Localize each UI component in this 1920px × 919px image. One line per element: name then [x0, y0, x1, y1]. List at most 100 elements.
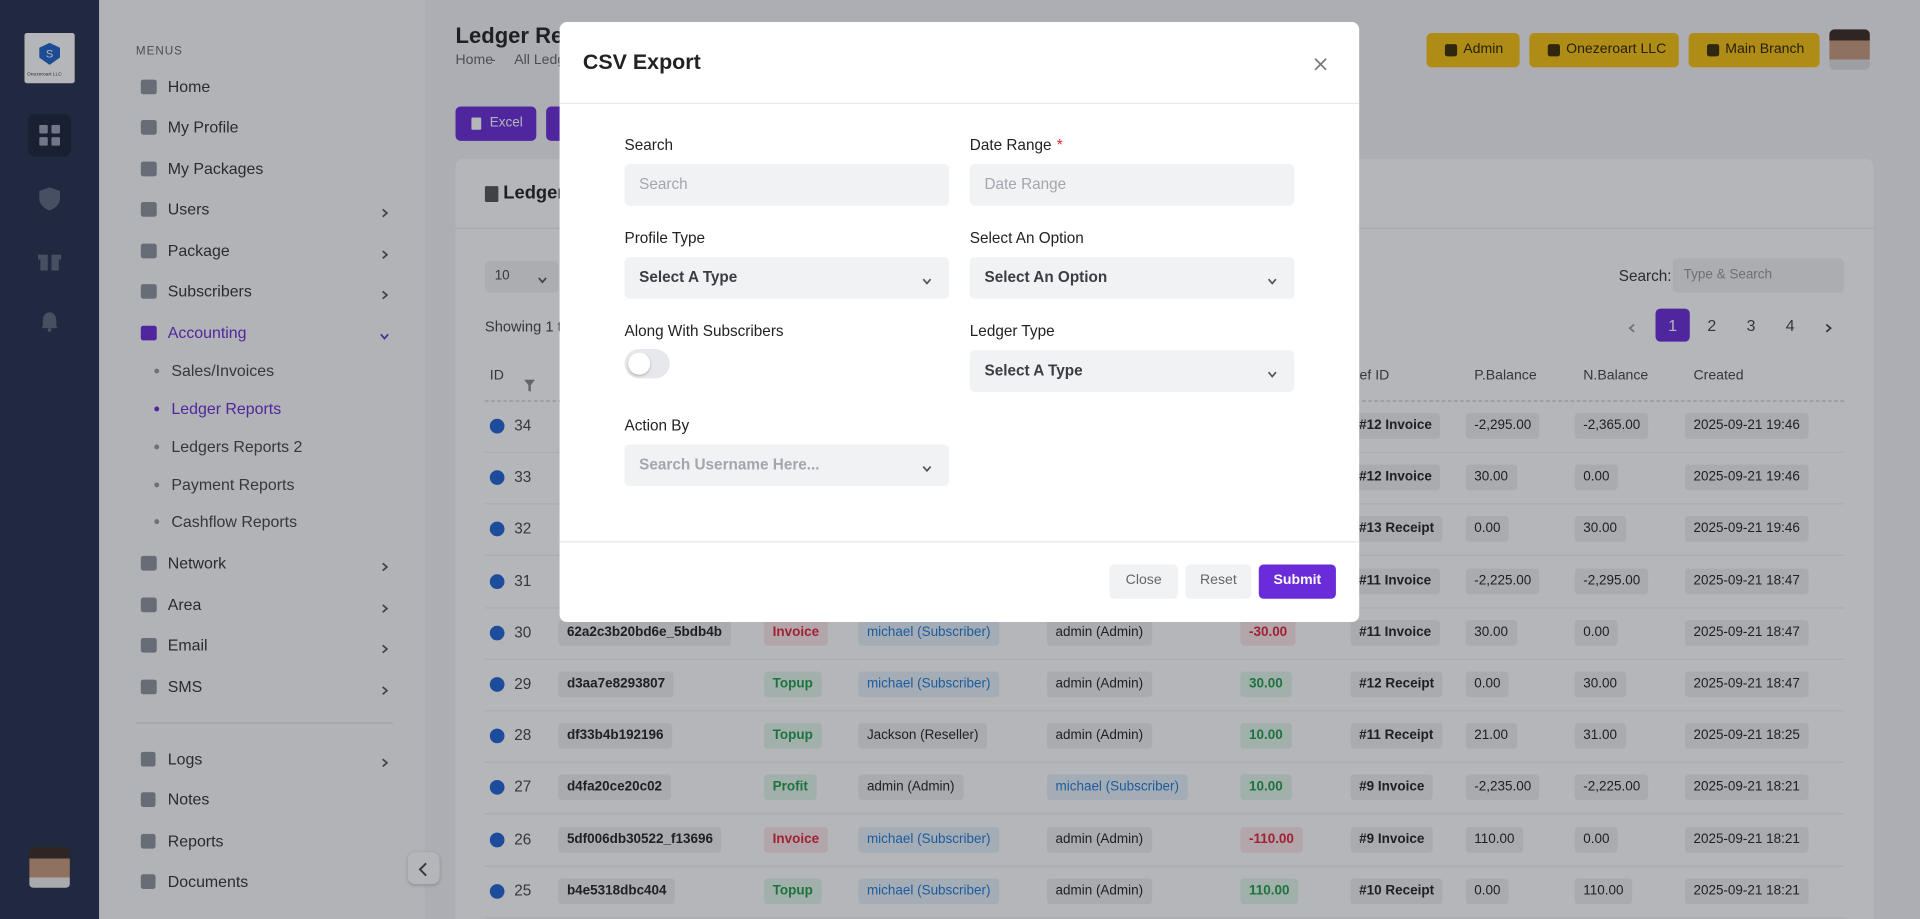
menu-item[interactable]: SMS — [167, 677, 203, 696]
menu-item[interactable]: Notes — [167, 790, 210, 809]
cell-type: Topup — [764, 878, 822, 905]
cell-txn: 62a2c3b20bd6e_5bdb4b — [558, 620, 731, 647]
modal-button[interactable]: Submit — [1258, 564, 1336, 599]
cell-amount: 10.00 — [1240, 774, 1292, 801]
submenu-item[interactable]: Payment Reports — [171, 475, 295, 494]
menu-item[interactable]: My Packages — [167, 159, 264, 178]
modal-header-divider — [559, 102, 1360, 105]
rail-dashboard[interactable] — [28, 113, 72, 157]
menu-item[interactable]: Package — [167, 241, 230, 260]
select-input[interactable]: Search Username Here... — [624, 444, 949, 487]
menu-item[interactable]: Email — [167, 635, 208, 655]
menu-icon — [140, 833, 156, 849]
modal-close-icon[interactable] — [1314, 55, 1327, 71]
chevron-svg — [382, 644, 389, 654]
expand-icon[interactable] — [489, 677, 505, 692]
modal-button-label: Close — [1125, 573, 1162, 588]
expand-icon[interactable] — [489, 521, 505, 537]
cell-id: 32 — [514, 519, 532, 537]
menu-item[interactable]: Subscribers — [167, 281, 252, 301]
header-button[interactable]: Main Branch — [1688, 33, 1820, 68]
search-input[interactable]: Type & Search — [1672, 258, 1845, 293]
cell-id: 27 — [514, 778, 532, 796]
cell-id: 29 — [514, 675, 532, 693]
logo: S Onezeroart LLC — [24, 33, 75, 84]
collapse-icon — [418, 861, 430, 877]
logo-mark: S — [39, 42, 61, 65]
chevron-svg — [1267, 371, 1277, 378]
expand-icon[interactable] — [489, 728, 505, 744]
select-input[interactable]: Select A Type — [969, 350, 1295, 392]
cell-pbal: -2,295.00 — [1465, 413, 1540, 440]
menu-item[interactable]: Accounting — [167, 323, 247, 342]
excel-button[interactable]: Excel — [455, 106, 537, 141]
cell-to: admin (Admin) — [1046, 722, 1152, 749]
subscribers-toggle[interactable] — [624, 348, 670, 379]
menu-item[interactable]: Area — [167, 595, 202, 614]
submenu-item[interactable]: Cashflow Reports — [171, 512, 298, 531]
cell-ref: #9 Invoice — [1350, 827, 1433, 853]
modal-button[interactable]: Close — [1109, 564, 1178, 599]
submenu-item[interactable]: Ledgers Reports 2 — [171, 437, 303, 456]
cell-amount: 30.00 — [1240, 671, 1292, 698]
chevron — [921, 272, 933, 285]
collapse-button[interactable] — [407, 852, 440, 885]
menu-item[interactable]: Logs — [167, 749, 203, 769]
submenu-item[interactable]: Ledger Reports — [171, 399, 282, 418]
header-button[interactable]: Onezeroart LLC — [1529, 33, 1679, 68]
expand-icon[interactable] — [489, 470, 505, 485]
chevron-svg — [922, 278, 932, 285]
page-link[interactable]: 2 — [1695, 309, 1729, 342]
expand-icon[interactable] — [489, 832, 505, 848]
button-icon — [1547, 44, 1561, 57]
cell-created: 2025-09-21 18:47 — [1684, 568, 1809, 595]
row-divider — [484, 917, 1845, 919]
expand-icon[interactable] — [489, 418, 505, 434]
input-placeholder: Date Range — [984, 175, 1067, 193]
user-avatar[interactable] — [29, 847, 70, 888]
cell-txn: 5df006db30522_f13696 — [558, 827, 722, 853]
cell-type: Topup — [764, 671, 822, 698]
expand-icon[interactable] — [489, 625, 505, 641]
cell-pbal: -2,225.00 — [1465, 568, 1540, 595]
field-label: Along With Subscribers — [624, 322, 784, 340]
cell-id: 31 — [514, 572, 532, 590]
menu-icon — [140, 792, 156, 807]
modal-button[interactable]: Reset — [1185, 564, 1252, 599]
menu-item[interactable]: Documents — [167, 872, 249, 891]
cell-amount: 110.00 — [1240, 878, 1299, 905]
row-divider — [484, 865, 1845, 867]
menu-item[interactable]: Network — [167, 553, 227, 573]
text-input[interactable]: Search — [624, 164, 949, 206]
page-link[interactable]: 3 — [1734, 309, 1768, 342]
page-link[interactable]: 1 — [1655, 308, 1690, 342]
page-link[interactable]: 4 — [1773, 309, 1807, 342]
cell-txn: b4e5318dbc404 — [558, 878, 676, 905]
cell-id: 26 — [514, 830, 532, 848]
button-icon — [1706, 44, 1720, 57]
menu-item[interactable]: Home — [167, 77, 211, 96]
cell-created: 2025-09-21 18:25 — [1684, 722, 1809, 749]
menu-item[interactable]: Reports — [167, 831, 224, 851]
menu-item[interactable]: Users — [167, 199, 210, 219]
page-size-select[interactable]: 10 — [484, 260, 559, 293]
page-number: 2 — [1707, 315, 1717, 334]
select-input[interactable]: Select A Type — [624, 257, 949, 299]
column-header: P.Balance — [1474, 368, 1537, 384]
submenu-item[interactable]: Sales/Invoices — [171, 361, 275, 380]
header-avatar[interactable] — [1829, 29, 1870, 70]
select-input[interactable]: Select An Option — [969, 257, 1295, 299]
expand-icon[interactable] — [489, 780, 505, 795]
text-input[interactable]: Date Range — [969, 164, 1295, 206]
expand-icon[interactable] — [489, 884, 505, 899]
header-button[interactable]: Admin — [1426, 33, 1520, 68]
menu-item[interactable]: My Profile — [167, 117, 239, 137]
modal-footer-divider — [559, 541, 1360, 543]
chevron-svg — [382, 562, 389, 572]
cell-to: admin (Admin) — [1046, 671, 1152, 698]
shield-icon — [39, 187, 61, 211]
svg-text:S: S — [46, 49, 53, 61]
cell-to: admin (Admin) — [1046, 878, 1152, 905]
breadcrumb[interactable]: Home — [455, 52, 494, 68]
expand-icon[interactable] — [489, 574, 505, 589]
